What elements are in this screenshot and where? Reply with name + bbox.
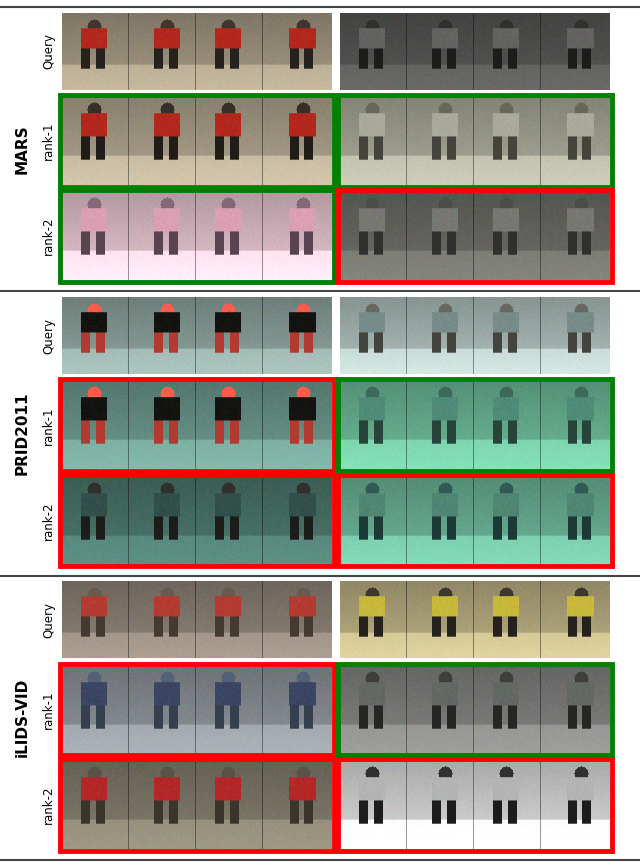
Bar [339,759,612,850]
Bar [339,380,612,471]
Text: rank-1: rank-1 [42,690,55,729]
Bar [339,190,612,282]
Bar [339,95,612,187]
Text: rank-1: rank-1 [42,122,55,160]
Bar [60,759,333,850]
Text: PRID2011: PRID2011 [15,392,29,475]
Text: rank-2: rank-2 [42,217,55,255]
Text: Query: Query [42,34,55,69]
Bar [339,663,612,755]
Text: Query: Query [42,602,55,638]
Bar [60,475,333,567]
Text: iLIDS-VID: iLIDS-VID [15,678,29,758]
Text: Query: Query [42,317,55,354]
Bar [60,380,333,471]
Bar [339,475,612,567]
Bar [60,663,333,755]
Text: MARS: MARS [15,125,29,174]
Bar [60,190,333,282]
Text: rank-2: rank-2 [42,785,55,824]
Text: rank-1: rank-1 [42,406,55,445]
Text: rank-2: rank-2 [42,502,55,540]
Bar [60,95,333,187]
